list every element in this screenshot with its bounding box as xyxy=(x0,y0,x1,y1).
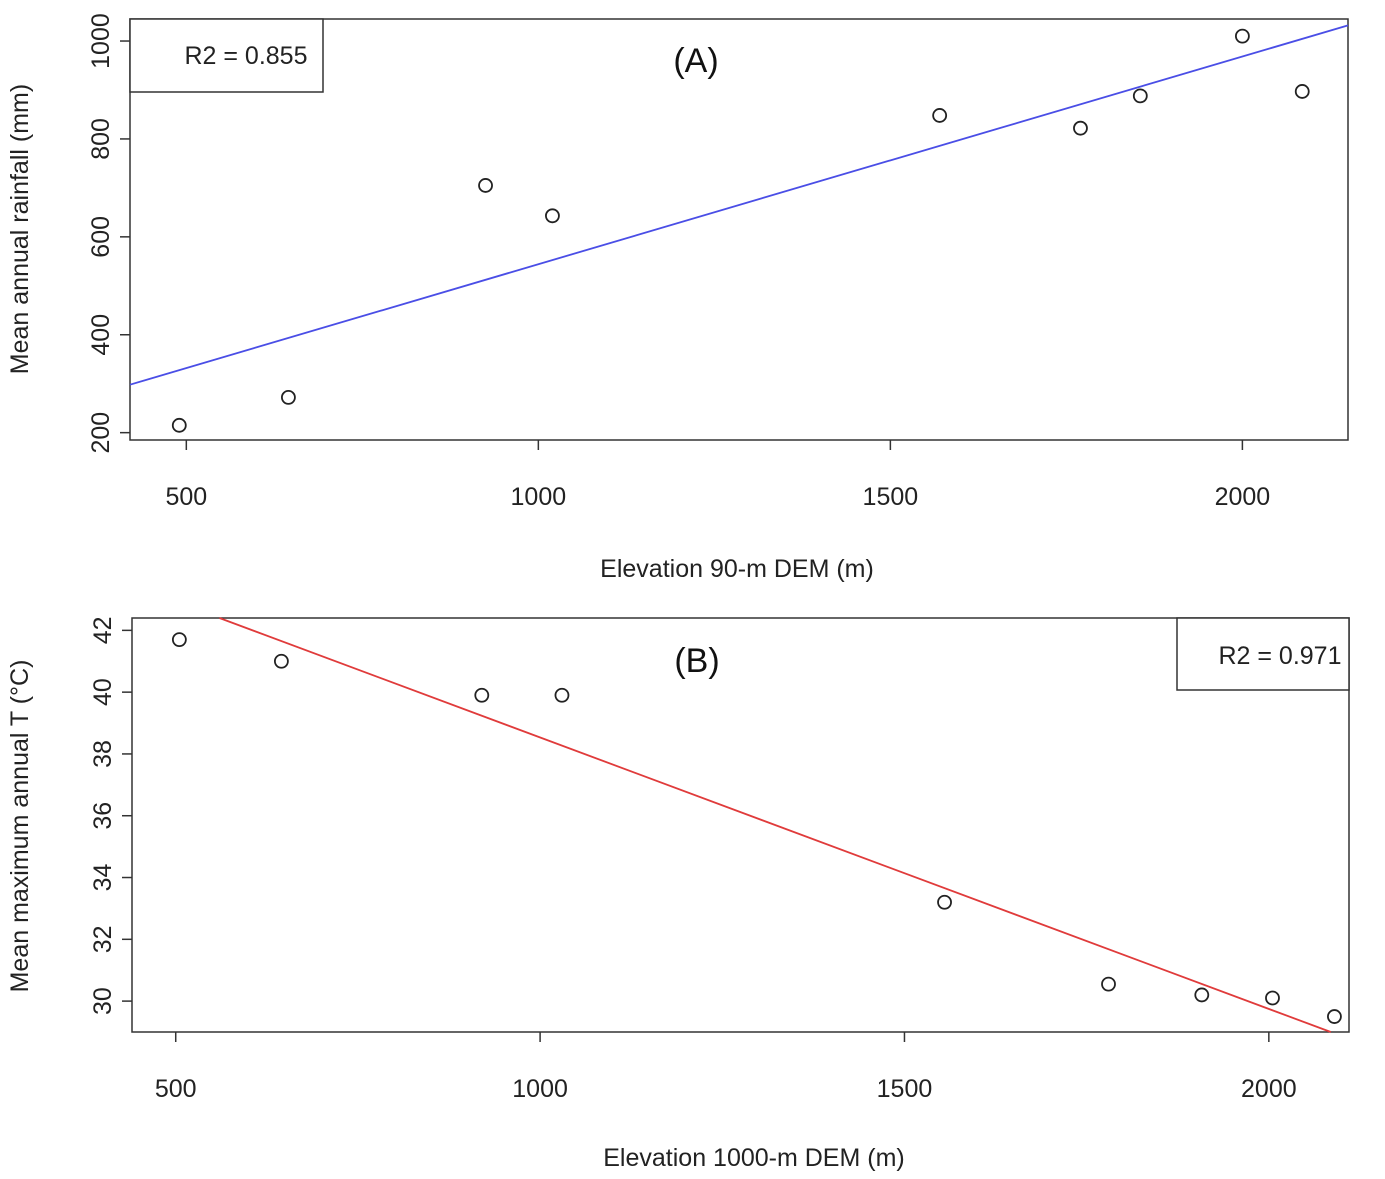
panel-a-fit-line xyxy=(129,24,1349,386)
y-tick-label: 30 xyxy=(89,987,117,1015)
data-point xyxy=(1194,987,1210,1003)
data-point xyxy=(545,208,560,224)
x-tick-label: 1000 xyxy=(512,1075,568,1103)
panel-a-r2-box xyxy=(129,18,324,93)
panel-b-r2-text: R2 = 0.971 xyxy=(1218,642,1341,670)
y-tick-label: 600 xyxy=(87,216,115,258)
y-tick-label: 38 xyxy=(89,740,117,768)
data-point xyxy=(1294,84,1310,99)
x-tick-label: 2000 xyxy=(1241,1075,1297,1103)
data-point xyxy=(478,178,493,193)
y-tick-label: 1000 xyxy=(87,13,115,69)
data-point xyxy=(474,687,490,703)
panel-b-fit-line xyxy=(219,617,1332,1033)
y-tick-label: 34 xyxy=(89,864,117,892)
panel-a-r2-text: R2 = 0.855 xyxy=(184,42,307,70)
data-point xyxy=(1234,28,1250,44)
y-tick-label: 400 xyxy=(87,314,115,356)
x-tick-label: 2000 xyxy=(1215,483,1271,511)
data-point xyxy=(1265,990,1280,1006)
data-point xyxy=(171,417,187,433)
y-tick-label: 36 xyxy=(89,802,117,830)
data-point xyxy=(937,894,952,910)
data-point xyxy=(1327,1009,1342,1024)
data-point xyxy=(932,108,948,123)
data-point xyxy=(1132,88,1148,104)
panel-b: 30 32 34 36 38 40 42 500 1000 1500 2000 R2 = 0.97… xyxy=(6,616,1350,1172)
panel-a-points xyxy=(171,28,1310,433)
data-point xyxy=(554,687,570,703)
y-tick-label: 42 xyxy=(89,616,117,644)
panel-a-x-axis-label: Elevation 90-m DEM (m) xyxy=(600,555,874,583)
data-point xyxy=(1101,976,1116,992)
data-point xyxy=(281,390,296,405)
x-tick-label: 1500 xyxy=(863,483,919,511)
panel-a-plot-frame xyxy=(129,18,1349,441)
panel-b-title: (B) xyxy=(674,642,719,680)
y-tick-label: 32 xyxy=(89,925,117,953)
x-tick-label: 500 xyxy=(155,1075,197,1103)
data-point xyxy=(273,653,289,669)
y-tick-label: 40 xyxy=(89,678,117,706)
panel-b-y-axis-label: Mean maximum annual T (°C) xyxy=(6,660,34,993)
panel-b-plot-frame xyxy=(131,617,1350,1033)
data-point xyxy=(171,632,187,648)
panel-a-title: (A) xyxy=(673,42,718,80)
panel-a: 200 400 600 800 1000 500 1000 1500 2000 R2 = 0.… xyxy=(6,13,1349,583)
y-tick-label: 200 xyxy=(87,412,115,454)
panel-b-points xyxy=(171,632,1342,1024)
panel-b-r2-box xyxy=(1176,617,1350,691)
x-tick-label: 500 xyxy=(165,483,207,511)
data-point xyxy=(1073,120,1088,136)
x-tick-label: 1000 xyxy=(511,483,567,511)
x-tick-label: 1500 xyxy=(877,1075,933,1103)
panel-a-y-ticks: 200 400 600 800 1000 xyxy=(87,13,130,454)
panel-b-x-axis-label: Elevation 1000-m DEM (m) xyxy=(603,1144,904,1172)
panel-a-y-axis-label: Mean annual rainfall (mm) xyxy=(6,84,34,374)
panel-b-x-ticks: 500 1000 1500 2000 xyxy=(155,1032,1297,1103)
panel-a-x-ticks: 500 1000 1500 2000 xyxy=(165,440,1270,511)
y-tick-label: 800 xyxy=(87,118,115,160)
panel-b-y-ticks: 30 32 34 36 38 40 42 xyxy=(89,616,132,1015)
